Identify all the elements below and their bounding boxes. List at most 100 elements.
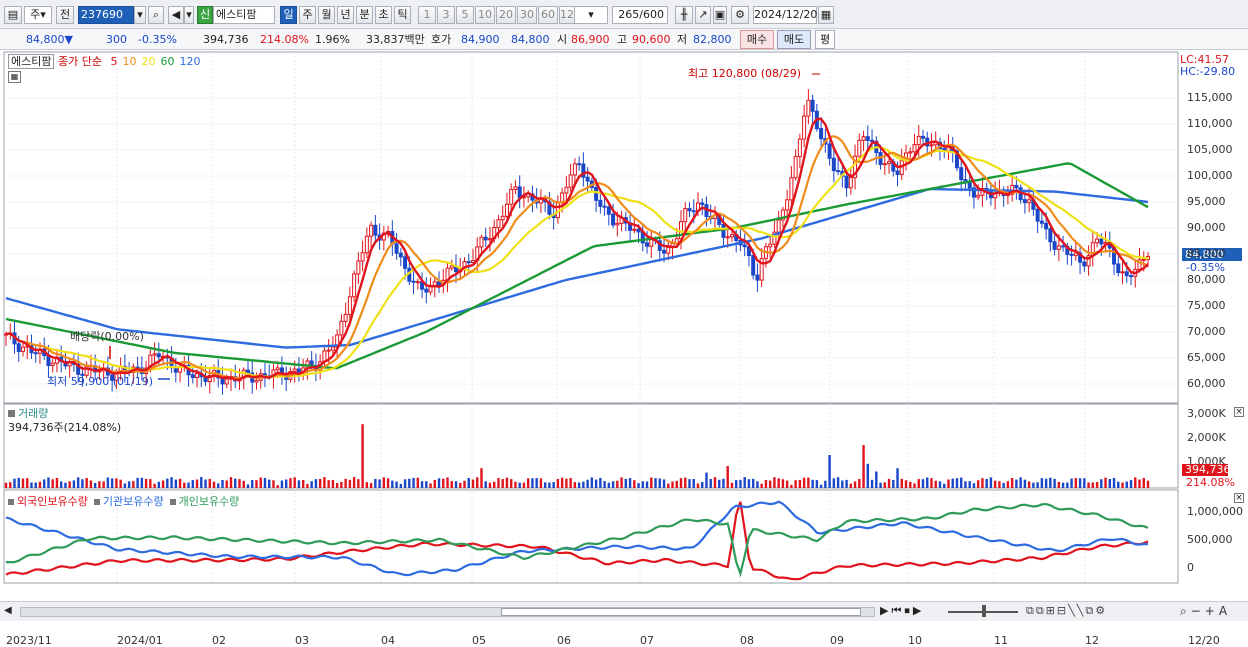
sell-button[interactable]: 매도	[777, 30, 811, 49]
candle-body	[373, 224, 378, 236]
volume-bar	[178, 478, 182, 488]
period-tab-2[interactable]: 월	[318, 6, 335, 24]
volume-bar	[234, 478, 237, 488]
ma-20-label: 20	[141, 55, 156, 68]
search-icon[interactable]: ⌕	[148, 6, 164, 24]
volume-bar	[705, 472, 708, 488]
type-select[interactable]: 주▾	[24, 6, 52, 24]
count-total: /600	[639, 8, 664, 21]
volume-bar	[471, 479, 475, 488]
volume-bar	[807, 477, 810, 488]
count-input[interactable]: 265/600	[612, 6, 668, 24]
volume-bar	[773, 477, 776, 488]
candle-body	[802, 115, 807, 140]
candle-body	[729, 234, 734, 238]
save-icon[interactable]: ▣	[713, 6, 727, 24]
candle-body	[908, 151, 913, 154]
close-icon[interactable]: ×	[1234, 407, 1244, 417]
volume-current-tag: 394,736	[1182, 464, 1231, 476]
candle-body	[1027, 199, 1032, 204]
volume-bar	[1091, 482, 1095, 488]
candle-body	[356, 260, 361, 275]
volume-bar	[972, 483, 976, 488]
volume-bar	[314, 479, 318, 488]
period-tab-0[interactable]: 일	[280, 6, 297, 24]
volume-bar	[9, 482, 12, 488]
volume-bar	[208, 478, 211, 488]
name-dropdown-icon[interactable]	[275, 6, 279, 24]
grid-toggle-icon[interactable]: ▦	[8, 71, 21, 83]
interval-5[interactable]: 30	[517, 6, 537, 24]
period-tab-6[interactable]: 틱	[394, 6, 411, 24]
volume-bar	[1104, 477, 1107, 488]
interval-3[interactable]: 10	[475, 6, 495, 24]
candle-body	[411, 280, 416, 283]
interval-4[interactable]: 20	[496, 6, 516, 24]
playback-controls[interactable]: ▶⏮⏹▶	[880, 604, 925, 617]
candle-body	[360, 252, 365, 262]
volume-bar	[713, 477, 717, 488]
zoom-controls[interactable]: ⌕−+A	[1180, 604, 1232, 618]
x-tick: 06	[557, 634, 571, 647]
trade-amount: 33,837백만	[366, 33, 425, 46]
period-tab-3[interactable]: 년	[337, 6, 354, 24]
period-tab-1[interactable]: 주	[299, 6, 316, 24]
volume-bar	[403, 479, 407, 488]
chevron-down-icon[interactable]: ▾	[184, 6, 194, 24]
scroll-left-icon[interactable]: ◀	[4, 605, 12, 616]
series-marker-icon	[8, 499, 14, 505]
close-icon[interactable]: ×	[1234, 493, 1244, 503]
quote-bar: 84,800▼ 300 -0.35% 394,736 214.08% 1.96%…	[0, 29, 1248, 50]
calendar-icon[interactable]: ▦	[818, 6, 834, 24]
interval-0[interactable]: 1	[418, 6, 436, 24]
gear-icon[interactable]: ⚙	[731, 6, 749, 24]
candle-body	[1129, 275, 1134, 278]
date-input[interactable]: 2024/12/20	[753, 6, 817, 24]
candle-body	[1086, 255, 1091, 267]
draw-tool-icon[interactable]: ↗	[695, 6, 711, 24]
ma-120-line	[5, 187, 1149, 349]
window-menu-icon[interactable]: ▤	[4, 6, 22, 24]
candle-type-icon[interactable]: ╫	[675, 6, 693, 24]
interval-select[interactable]: ▾	[574, 6, 608, 24]
turnover-percent: 1.96%	[315, 33, 350, 46]
ma-title: 종가 단순	[57, 55, 102, 68]
volume-bar	[217, 483, 220, 488]
volume-bar	[191, 480, 194, 488]
candle-body	[16, 343, 21, 352]
volume-bar	[195, 479, 199, 488]
period-tab-5[interactable]: 초	[375, 6, 392, 24]
prev-button[interactable]: 전	[56, 6, 74, 24]
candle-body	[195, 373, 200, 378]
speaker-icon[interactable]: ◀	[168, 6, 184, 24]
buy-button[interactable]: 매수	[740, 30, 774, 49]
volume-bar	[246, 484, 250, 488]
volume-bar	[1121, 482, 1124, 488]
volume-bar	[30, 482, 33, 488]
volume-bar	[989, 477, 993, 488]
chart-tool-icons[interactable]: ⧉⧉⊞⊟╲╲⧉⚙	[1026, 604, 1108, 617]
volume-bar	[127, 481, 131, 488]
interval-6[interactable]: 60	[538, 6, 558, 24]
stock-name[interactable]: 에스티팜	[213, 6, 275, 24]
volume-bar	[93, 483, 97, 488]
scrollbar-track[interactable]	[20, 607, 875, 617]
y-tick: 105,000	[1187, 143, 1233, 156]
stock-code-input[interactable]: 237690	[78, 6, 134, 24]
interval-1[interactable]: 3	[437, 6, 455, 24]
volume-bar	[722, 478, 725, 488]
ma-10-label: 10	[122, 55, 137, 68]
period-tab-4[interactable]: 분	[356, 6, 373, 24]
zoom-slider-handle[interactable]	[982, 605, 986, 617]
volume-bar	[352, 477, 356, 488]
volume-bar	[284, 479, 288, 488]
candle-body	[394, 243, 399, 254]
chart-area[interactable]: 에스티팜 종가 단순 5 10 20 60 120 ▦ LC:41.57 HC:-29.…	[0, 51, 1248, 647]
scrollbar-thumb[interactable]	[501, 608, 861, 616]
x-tick: 2024/01	[117, 634, 163, 647]
evaluate-button[interactable]: 평	[815, 30, 835, 49]
stock-chart[interactable]	[0, 51, 1248, 601]
code-dropdown-icon[interactable]: ▾	[134, 6, 146, 24]
volume-bar	[590, 477, 594, 488]
interval-2[interactable]: 5	[456, 6, 474, 24]
